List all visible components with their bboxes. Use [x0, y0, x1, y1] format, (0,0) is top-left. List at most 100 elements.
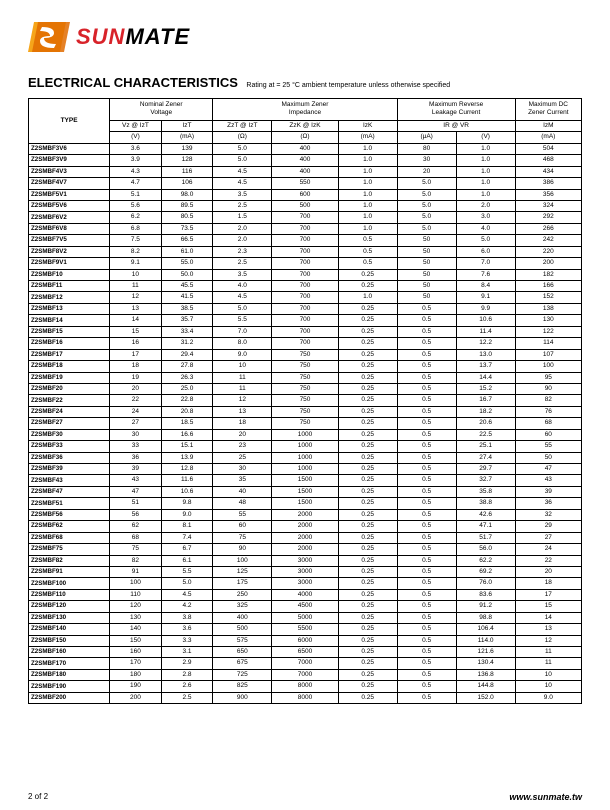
table-cell: 2.0 [213, 223, 272, 234]
table-cell: 14.4 [456, 372, 515, 383]
table-cell: 700 [272, 258, 338, 269]
logo-icon [28, 18, 70, 56]
table-cell: 4.0 [456, 223, 515, 234]
table-cell: 700 [272, 223, 338, 234]
table-cell: 8000 [272, 692, 338, 703]
table-cell: 30 [110, 429, 162, 440]
table-cell: 33.4 [161, 326, 213, 337]
table-cell: 25.0 [161, 383, 213, 394]
table-cell: Z2SMBF6V2 [29, 212, 110, 223]
table-cell: 90 [213, 544, 272, 555]
table-cell: 2000 [272, 521, 338, 532]
table-cell: 69.2 [456, 566, 515, 577]
table-cell: 55 [515, 441, 581, 452]
table-cell: 700 [272, 303, 338, 314]
table-cell: 18 [110, 361, 162, 372]
table-cell: 2.9 [161, 658, 213, 669]
header-type: TYPE [29, 99, 110, 144]
table-cell: 35 [213, 475, 272, 486]
table-cell: 0.25 [338, 418, 397, 429]
table-row: Z2SMBF4V74.71064.55501.05.01.0386 [29, 178, 582, 189]
table-cell: 41.5 [161, 292, 213, 303]
table-cell: 0.5 [397, 372, 456, 383]
table-cell: 1.0 [338, 223, 397, 234]
table-cell: 20.8 [161, 406, 213, 417]
table-cell: 35.7 [161, 315, 213, 326]
table-cell: 700 [272, 338, 338, 349]
table-cell: 7000 [272, 658, 338, 669]
table-cell: 0.25 [338, 647, 397, 658]
table-cell: 125 [213, 566, 272, 577]
table-cell: Z2SMBF91 [29, 566, 110, 577]
table-cell: Z2SMBF110 [29, 589, 110, 600]
table-cell: 700 [272, 326, 338, 337]
table-cell: 0.25 [338, 509, 397, 520]
table-row: Z2SMBF333315.12310000.250.525.155 [29, 441, 582, 452]
table-cell: 0.5 [397, 315, 456, 326]
table-cell: Z2SMBF62 [29, 521, 110, 532]
table-cell: 8.2 [110, 246, 162, 257]
table-cell: 4.2 [161, 601, 213, 612]
table-row: Z2SMBF2002002.590080000.250.5152.09.0 [29, 692, 582, 703]
table-row: Z2SMBF1601603.165065000.250.5121.611 [29, 647, 582, 658]
table-cell: 0.5 [397, 509, 456, 520]
table-cell: 130.4 [456, 658, 515, 669]
table-cell: Z2SMBF19 [29, 372, 110, 383]
table-cell: Z2SMBF160 [29, 647, 110, 658]
table-cell: 18.5 [161, 418, 213, 429]
table-cell: 5.0 [213, 143, 272, 154]
table-cell: 73.5 [161, 223, 213, 234]
table-cell: 0.5 [397, 383, 456, 394]
table-cell: 0.5 [397, 669, 456, 680]
table-cell: 0.5 [397, 601, 456, 612]
table-cell: 1000 [272, 464, 338, 475]
table-cell: Z2SMBF16 [29, 338, 110, 349]
table-cell: 6.1 [161, 555, 213, 566]
table-cell: 11 [213, 372, 272, 383]
table-cell: 1.0 [338, 292, 397, 303]
table-cell: 2000 [272, 544, 338, 555]
table-cell: 1.5 [213, 212, 272, 223]
table-cell: Z2SMBF39 [29, 464, 110, 475]
table-cell: Z2SMBF100 [29, 578, 110, 589]
table-row: Z2SMBF434311.63515000.250.532.743 [29, 475, 582, 486]
table-cell: 0.25 [338, 578, 397, 589]
sub-vz: Vz @ IzT [110, 120, 162, 131]
table-cell: 25 [213, 452, 272, 463]
table-cell: 0.5 [397, 361, 456, 372]
table-cell: Z2SMBF22 [29, 395, 110, 406]
table-cell: Z2SMBF27 [29, 418, 110, 429]
table-cell: 30 [213, 464, 272, 475]
table-cell: 55 [213, 509, 272, 520]
table-cell: 150 [110, 635, 162, 646]
table-cell: 13 [110, 303, 162, 314]
table-row: Z2SMBF131338.55.07000.250.59.9138 [29, 303, 582, 314]
table-cell: Z2SMBF11 [29, 281, 110, 292]
table-cell: 9.0 [515, 692, 581, 703]
table-cell: 43 [110, 475, 162, 486]
table-cell: 5.5 [161, 566, 213, 577]
table-cell: 0.25 [338, 429, 397, 440]
table-cell: 11 [110, 281, 162, 292]
table-cell: 14 [515, 612, 581, 623]
table-cell: 20 [213, 429, 272, 440]
table-cell: 0.25 [338, 452, 397, 463]
unit-izm: (mA) [515, 132, 581, 143]
table-cell: 106.4 [456, 624, 515, 635]
table-cell: 68 [515, 418, 581, 429]
table-cell: 50 [397, 269, 456, 280]
table-cell: 130 [515, 315, 581, 326]
table-cell: 24 [110, 406, 162, 417]
table-cell: 0.5 [397, 464, 456, 475]
table-cell: 0.25 [338, 395, 397, 406]
table-cell: 7.5 [110, 235, 162, 246]
sub-izt: IzT [161, 120, 213, 131]
table-row: Z2SMBF111145.54.07000.25508.4166 [29, 281, 582, 292]
table-cell: Z2SMBF82 [29, 555, 110, 566]
table-cell: 1.0 [456, 189, 515, 200]
table-cell: 24 [515, 544, 581, 555]
table-cell: 0.5 [397, 498, 456, 509]
unit-izk: (mA) [338, 132, 397, 143]
table-cell: 15.2 [456, 383, 515, 394]
table-cell: 11.4 [456, 326, 515, 337]
